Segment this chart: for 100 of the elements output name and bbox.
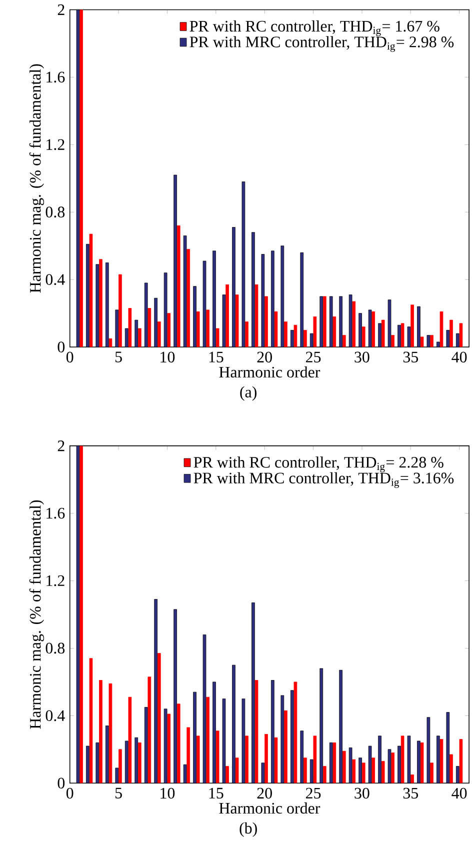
bar <box>459 323 463 348</box>
bar <box>176 704 180 784</box>
bar <box>157 322 161 348</box>
y-tick-label: 0 <box>58 778 65 789</box>
x-tick-label: 35 <box>403 352 418 362</box>
bar <box>118 749 122 784</box>
legend-label: PR with MRC controller, THD$_{ig}$= 3.16% <box>194 472 454 488</box>
x-axis-title: Harmonic order <box>219 802 320 814</box>
bar <box>235 294 239 348</box>
x-tick-label: 20 <box>257 788 272 799</box>
bar <box>89 658 93 784</box>
bar <box>284 710 288 784</box>
bar <box>254 284 258 348</box>
bar <box>148 676 152 784</box>
bar <box>459 739 463 784</box>
bar <box>226 766 229 784</box>
bar <box>400 323 404 348</box>
x-tick-label: 30 <box>354 788 370 799</box>
x-tick-label: 35 <box>403 788 418 799</box>
bar <box>304 330 307 348</box>
legend-label: PR with RC controller, THD$_{ig}$= 1.67 % <box>190 20 440 36</box>
bar <box>362 326 366 348</box>
x-tick-label: 5 <box>115 352 122 362</box>
x-tick-label: 30 <box>354 352 370 362</box>
x-tick-label: 5 <box>115 788 122 798</box>
bar <box>381 761 385 784</box>
bar <box>216 328 220 348</box>
y-tick-label: 1.6 <box>46 72 65 83</box>
bar <box>362 762 366 784</box>
bar <box>128 308 132 348</box>
bar <box>176 225 180 348</box>
bar <box>420 336 424 348</box>
bar <box>89 234 93 348</box>
bar <box>372 311 375 348</box>
bar <box>206 696 210 784</box>
bar <box>80 10 83 348</box>
y-tick-label: 0.4 <box>46 274 65 285</box>
bar <box>128 696 132 784</box>
bar <box>352 759 356 784</box>
bar <box>322 766 326 784</box>
bar <box>264 734 268 784</box>
y-axis-title: Harmonic mag. (% of fundamental) <box>29 500 44 729</box>
bar <box>206 310 210 348</box>
bar <box>450 754 453 784</box>
y-tick-label: 0 <box>58 342 65 352</box>
bar <box>99 680 102 784</box>
x-tick-label: 10 <box>160 352 175 362</box>
bar <box>450 320 453 348</box>
bar <box>294 324 298 348</box>
bar <box>342 335 346 348</box>
bar <box>352 301 356 348</box>
bar <box>108 683 112 784</box>
legend-label: PR with RC controller, THD$_{ig}$= 2.28 % <box>194 456 444 472</box>
y-tick-label: 1.6 <box>46 508 65 519</box>
bar <box>400 736 404 784</box>
bar <box>294 682 298 784</box>
bar <box>245 322 248 348</box>
bar <box>186 727 190 784</box>
bar <box>342 750 346 784</box>
y-axis-title: Harmonic mag. (% of fundamental) <box>29 64 44 293</box>
y-tick-label: 0.8 <box>46 206 65 218</box>
text: (b) <box>240 822 257 837</box>
y-tick-label: 0.4 <box>46 710 65 722</box>
bar <box>440 739 444 784</box>
bar <box>167 313 171 348</box>
bar <box>430 762 434 784</box>
bar <box>332 316 336 348</box>
bar <box>284 322 288 348</box>
bar <box>313 316 317 348</box>
x-tick-label: 25 <box>306 352 321 362</box>
x-tick-label: 40 <box>452 788 467 799</box>
bar <box>245 736 248 784</box>
bar <box>196 311 200 348</box>
bar <box>138 328 142 348</box>
bar <box>372 758 375 784</box>
bar <box>274 737 278 784</box>
bar <box>304 758 307 784</box>
bar <box>235 758 239 784</box>
x-tick-label: 20 <box>257 352 272 362</box>
bar <box>254 680 258 784</box>
y-tick-label: 2 <box>58 440 64 452</box>
bar <box>264 296 268 348</box>
bar <box>440 311 444 348</box>
bar <box>332 742 336 784</box>
bar <box>226 284 229 348</box>
y-tick-label: 2 <box>58 4 64 15</box>
bar <box>391 752 394 784</box>
x-axis-title: Harmonic order <box>219 366 320 378</box>
bar <box>118 274 122 348</box>
x-tick-label: 15 <box>209 788 224 799</box>
bar <box>313 736 317 784</box>
text: (a) <box>240 386 256 401</box>
bar <box>391 335 394 348</box>
bar <box>420 742 424 784</box>
bar <box>322 296 326 348</box>
x-tick-label: 40 <box>452 352 467 362</box>
y-tick-label: 1.2 <box>46 139 64 150</box>
bar <box>216 730 220 784</box>
bar <box>167 714 171 784</box>
y-tick-label: 0.8 <box>46 642 65 654</box>
